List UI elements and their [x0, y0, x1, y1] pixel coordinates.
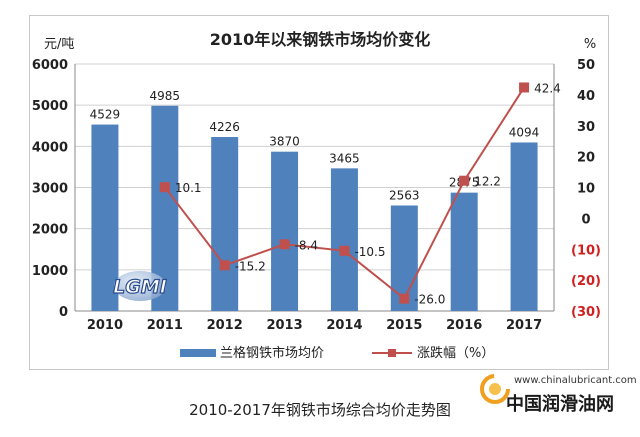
lgmi-logo: LGMI: [113, 271, 167, 301]
y-left-tick-label: 2000: [32, 223, 68, 238]
y-right-tick-label: (20): [571, 274, 601, 289]
legend-line-marker: [388, 349, 396, 357]
lgmi-globe-icon: [114, 271, 166, 301]
bar: [91, 124, 119, 311]
line-data-label: 10.1: [175, 181, 202, 195]
bar: [510, 142, 538, 311]
watermark: www.chinalubricant.com 中国润滑油网: [476, 370, 637, 430]
lgmi-logo-text: LGMI: [113, 276, 167, 298]
line-data-label: -10.5: [354, 245, 385, 259]
line-point: [459, 175, 470, 186]
y-left-tick-label: 0: [59, 305, 68, 320]
bar-data-label: 4094: [509, 125, 540, 139]
x-axis: 2010 2011 2012 2013 2014 2015 2016 2017: [87, 318, 542, 333]
y-left-tick-label: 6000: [32, 58, 68, 73]
figure-caption: 2010-2017年钢铁市场综合均价走势图: [189, 401, 451, 419]
bar: [450, 192, 478, 311]
line-series: 10.1 -15.2 -8.4 -10.5 -26.0 12.2 42.4: [159, 81, 561, 307]
bar-data-label: 3870: [269, 135, 300, 149]
y-left-tick-label: 4000: [32, 140, 68, 155]
line-point: [519, 82, 530, 93]
x-tick-label: 2016: [446, 318, 482, 333]
y-left-tick-label: 1000: [32, 264, 68, 279]
y-right-axis: (30) (20) (10) 0 10 20 30 40 50: [571, 58, 601, 320]
y-right-tick-label: 10: [577, 182, 595, 197]
bar-data-label: 4529: [90, 108, 121, 122]
bar-data-label: 2563: [389, 188, 420, 202]
chart-frame: 2010年以来钢铁市场均价变化 元/吨 % 0 1000 2000 3000 4000 5…: [29, 15, 609, 370]
bar: [330, 168, 358, 311]
line-data-label: -15.2: [235, 259, 266, 273]
x-tick-label: 2011: [147, 318, 183, 333]
bar-data-label: 4226: [209, 120, 240, 134]
y-right-axis-label: %: [584, 37, 596, 52]
y-right-tick-label: 0: [581, 212, 590, 227]
chart: 2010年以来钢铁市场均价变化 元/吨 % 0 1000 2000 3000 4000 5…: [32, 30, 601, 361]
x-tick-label: 2017: [506, 318, 542, 333]
chart-title: 2010年以来钢铁市场均价变化: [210, 30, 431, 49]
bar-series: 45294985422638703465256328754094: [90, 89, 540, 311]
x-tick-label: 2013: [266, 318, 302, 333]
bar: [211, 137, 239, 311]
bar: [271, 151, 299, 311]
y-left-axis-label: 元/吨: [44, 37, 74, 52]
bar-data-label: 3465: [329, 151, 360, 165]
y-right-tick-label: 30: [577, 120, 595, 135]
line-point: [339, 245, 350, 256]
bar-data-label: 4985: [150, 89, 181, 103]
y-left-tick-label: 5000: [32, 99, 68, 114]
watermark-url: www.chinalubricant.com: [514, 375, 637, 386]
bar: [390, 205, 418, 311]
y-right-tick-label: (30): [571, 305, 601, 320]
line-point: [399, 293, 410, 304]
line-data-label: -8.4: [295, 238, 318, 252]
line-data-label: 12.2: [474, 175, 501, 189]
y-right-tick-label: 40: [577, 89, 595, 104]
legend-line-label: 涨跌幅（%）: [417, 345, 494, 361]
chinalubricant-logo-icon: [480, 374, 510, 404]
y-right-tick-label: 50: [577, 58, 595, 73]
legend-bar-swatch: [180, 349, 216, 357]
x-tick-label: 2014: [326, 318, 362, 333]
x-tick-label: 2012: [207, 318, 243, 333]
watermark-name: 中国润滑油网: [506, 394, 614, 415]
x-tick-label: 2010: [87, 318, 123, 333]
line-point: [159, 182, 170, 193]
legend: 兰格钢铁市场均价 涨跌幅（%）: [180, 345, 494, 361]
line-point: [219, 260, 230, 271]
x-tick-label: 2015: [386, 318, 422, 333]
line-data-label: 42.4: [534, 81, 561, 95]
legend-bar-label: 兰格钢铁市场均价: [220, 345, 324, 361]
y-left-tick-label: 3000: [32, 182, 68, 197]
y-right-tick-label: (10): [571, 243, 601, 258]
line-point: [279, 239, 290, 250]
line-data-label: -26.0: [414, 293, 445, 307]
y-left-axis: 0 1000 2000 3000 4000 5000 6000: [32, 58, 68, 320]
y-right-tick-label: 20: [577, 151, 595, 166]
